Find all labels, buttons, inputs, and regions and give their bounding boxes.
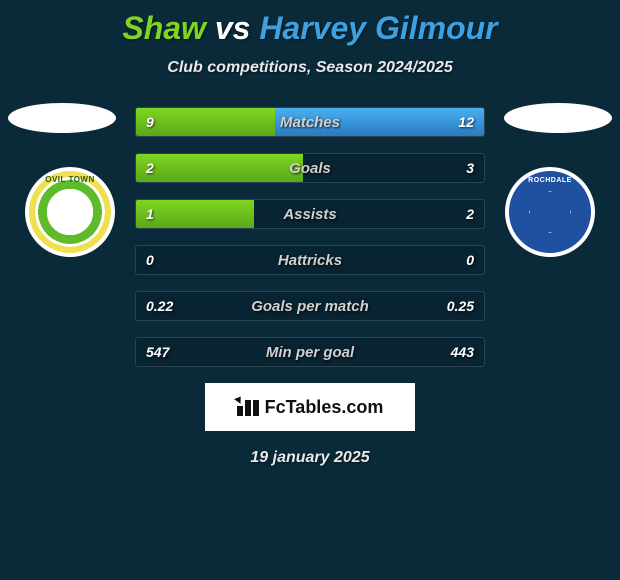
brand-text: FcTables.com xyxy=(265,397,384,418)
player1-name: Shaw xyxy=(122,10,206,46)
player2-club-badge-icon xyxy=(505,167,595,257)
player2-name: Harvey Gilmour xyxy=(259,10,497,46)
stat-row: 0.22 0.25Goals per match xyxy=(135,291,485,321)
stat-row: 12Assists xyxy=(135,199,485,229)
stat-value-p1: 2 xyxy=(136,154,164,182)
stat-row: 23Goals xyxy=(135,153,485,183)
footer-date: 19 january 2025 xyxy=(0,449,620,467)
stat-value-p1: 9 xyxy=(136,108,164,136)
stat-value-p2: 0 xyxy=(456,246,484,274)
brand-chart-icon xyxy=(237,398,259,416)
brand-box: FcTables.com xyxy=(205,383,415,431)
stat-value-p2: 0.25 xyxy=(437,292,484,320)
stat-value-p2: 3 xyxy=(456,154,484,182)
stat-label: Min per goal xyxy=(136,338,484,366)
stat-value-p1: 547 xyxy=(136,338,179,366)
comparison-title: Shaw vs Harvey Gilmour xyxy=(0,0,620,47)
stat-value-p2: 12 xyxy=(448,108,484,136)
stat-label: Hattricks xyxy=(136,246,484,274)
stat-value-p1: 1 xyxy=(136,200,164,228)
stat-bars: 912Matches23Goals12Assists00Hattricks0.2… xyxy=(135,107,485,367)
player1-club-badge-icon xyxy=(25,167,115,257)
stat-value-p2: 2 xyxy=(456,200,484,228)
player1-flag-icon xyxy=(8,103,116,133)
stat-row: 0 0Hattricks xyxy=(135,245,485,275)
stat-value-p2: 443 xyxy=(441,338,484,366)
player2-flag-icon xyxy=(504,103,612,133)
stat-label: Goals per match xyxy=(136,292,484,320)
stats-container: 912Matches23Goals12Assists00Hattricks0.2… xyxy=(0,107,620,367)
stat-value-p1: 0 xyxy=(136,246,164,274)
subtitle: Club competitions, Season 2024/2025 xyxy=(0,59,620,77)
stat-row: 912Matches xyxy=(135,107,485,137)
vs-separator: vs xyxy=(215,10,251,46)
stat-value-p1: 0.22 xyxy=(136,292,183,320)
stat-row: 547 443Min per goal xyxy=(135,337,485,367)
